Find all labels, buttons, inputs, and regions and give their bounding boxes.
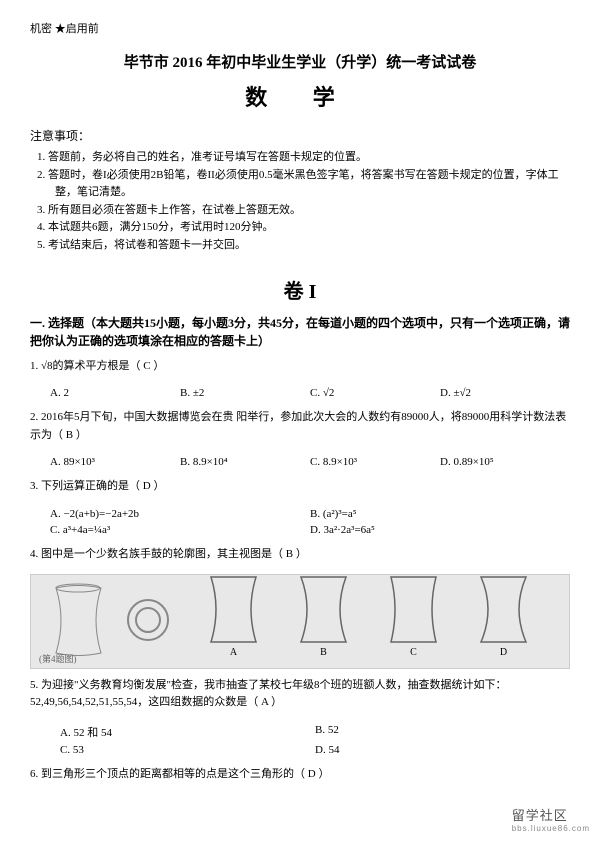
option-d: D. ±√2 bbox=[440, 385, 570, 401]
drum-option-d: D bbox=[476, 572, 531, 658]
option-d: D. 54 bbox=[315, 742, 570, 758]
question-2-options: A. 89×10³ B. 8.9×10⁴ C. 8.9×10³ D. 0.89×… bbox=[50, 454, 570, 470]
confidential-mark: 机密 ★启用前 bbox=[30, 20, 570, 36]
drum-3d-icon bbox=[51, 583, 106, 658]
notice-item: 4. 本试题共6题，满分150分，考试用时120分钟。 bbox=[55, 219, 570, 237]
option-c: C. 8.9×10³ bbox=[310, 454, 440, 470]
drum-option-b: B bbox=[296, 572, 351, 658]
option-b: B. (a²)³=a⁵ bbox=[310, 506, 570, 522]
option-a: A. −2(a+b)=−2a+2b bbox=[50, 506, 310, 522]
option-b: B. 52 bbox=[315, 722, 570, 742]
option-d: D. 3a²·2a³=6a⁵ bbox=[310, 522, 570, 538]
notice-list: 1. 答题前，务必将自己的姓名，准考证号填写在答题卡规定的位置。 2. 答题时，… bbox=[55, 149, 570, 255]
question-4: 4. 图中是一个少数名族手鼓的轮廓图，其主视图是（ B ） bbox=[30, 546, 570, 564]
figure-caption: (第4题图) bbox=[39, 652, 77, 665]
notice-item: 5. 考试结束后，将试卷和答题卡一并交回。 bbox=[55, 237, 570, 255]
option-label: B bbox=[296, 647, 351, 658]
option-c: C. 53 bbox=[60, 742, 315, 758]
circle-icon bbox=[126, 598, 171, 643]
option-label: A bbox=[206, 647, 261, 658]
option-c: C. √2 bbox=[310, 385, 440, 401]
option-b: B. 8.9×10⁴ bbox=[180, 454, 310, 470]
drum-option-c: C bbox=[386, 572, 441, 658]
subject-title: 数 学 bbox=[30, 80, 570, 112]
drum-option-a: A bbox=[206, 572, 261, 658]
exam-title: 毕节市 2016 年初中毕业生学业（升学）统一考试试卷 bbox=[30, 51, 570, 72]
option-a: A. 2 bbox=[50, 385, 180, 401]
watermark-main: 留学社区 bbox=[512, 808, 568, 823]
notice-heading: 注意事项： bbox=[30, 127, 570, 144]
option-d: D. 0.89×10⁵ bbox=[440, 454, 570, 470]
question-5-options: A. 52 和 54 B. 52 C. 53 D. 54 bbox=[60, 722, 570, 758]
option-b: B. ±2 bbox=[180, 385, 310, 401]
option-a: A. 89×10³ bbox=[50, 454, 180, 470]
question-3: 3. 下列运算正确的是（ D ） bbox=[30, 478, 570, 496]
question-5: 5. 为迎接"义务教育均衡发展"检查，我市抽查了某校七年级8个班的班额人数，抽查… bbox=[30, 677, 570, 712]
option-label: C bbox=[386, 647, 441, 658]
question-2: 2. 2016年5月下旬，中国大数据博览会在贵 阳举行，参加此次大会的人数约有8… bbox=[30, 409, 570, 444]
option-a: A. 52 和 54 bbox=[60, 722, 315, 742]
notice-item: 2. 答题时，卷I必须使用2B铅笔，卷II必须使用0.5毫米黑色签字笔，将答案书… bbox=[55, 167, 570, 202]
watermark: 留学社区 bbs.liuxue86.com bbox=[512, 805, 590, 833]
option-label: D bbox=[476, 647, 531, 658]
question-3-options: A. −2(a+b)=−2a+2b B. (a²)³=a⁵ C. a³+4a=¼… bbox=[50, 506, 570, 538]
notice-item: 3. 所有题目必须在答题卡上作答，在试卷上答题无效。 bbox=[55, 202, 570, 220]
question-6: 6. 到三角形三个顶点的距离都相等的点是这个三角形的（ D ） bbox=[30, 766, 570, 784]
section-number: 卷 I bbox=[30, 275, 570, 304]
watermark-url: bbs.liuxue86.com bbox=[512, 824, 590, 833]
question-1-options: A. 2 B. ±2 C. √2 D. ±√2 bbox=[50, 385, 570, 401]
section-instructions: 一. 选择题（本大题共15小题，每小题3分，共45分，在每道小题的四个选项中，只… bbox=[30, 314, 570, 350]
question-1: 1. √8的算术平方根是（ C ） bbox=[30, 358, 570, 376]
notice-item: 1. 答题前，务必将自己的姓名，准考证号填写在答题卡规定的位置。 bbox=[55, 149, 570, 167]
option-c: C. a³+4a=¼a³ bbox=[50, 522, 310, 538]
drum-figure: A B C D (第4题图) bbox=[30, 574, 570, 669]
